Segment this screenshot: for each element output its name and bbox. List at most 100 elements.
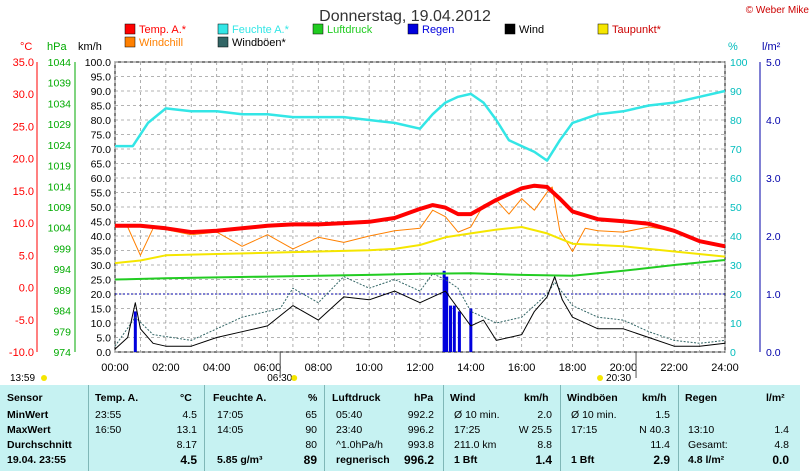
- stats-cell-feuchte-t: 14:05: [217, 424, 244, 436]
- tick-label-rain: 5.0: [766, 57, 781, 69]
- rain-bar: [445, 276, 449, 352]
- tick-label-wind: 45.0: [91, 217, 112, 229]
- tick-label-wind: 20.0: [91, 289, 112, 301]
- tick-label-pressure: 1024: [48, 140, 72, 152]
- legend-item: Regen: [422, 24, 454, 36]
- weather-chart: Donnerstag, 19.04.2012 © Weber Mike Temp. …: [9, 5, 810, 384]
- tick-label-wind: 40.0: [91, 231, 112, 243]
- tick-label-wind: 0.0: [96, 347, 111, 359]
- time-marker-left: 13:59: [10, 373, 35, 384]
- axis-unit-humidity: %: [728, 41, 738, 53]
- sunset-label: 20:30: [606, 373, 631, 384]
- tick-label-time: 04:00: [203, 362, 231, 374]
- tick-label-wind: 35.0: [91, 246, 112, 258]
- series-feuchte-a: [115, 89, 726, 162]
- tick-label-time: 00:00: [101, 362, 129, 374]
- stats-cell-boeen-t: 1 Bft: [571, 454, 595, 466]
- stats-header-druck-unit: hPa: [414, 392, 434, 404]
- chart-title: Donnerstag, 19.04.2012: [319, 8, 491, 25]
- stats-table: Sensor Temp. A. °C Feuchte A. % Luftdruc…: [0, 385, 800, 471]
- axis-unit-pressure: hPa: [47, 41, 67, 53]
- stats-header-regen: Regen: [685, 392, 718, 404]
- stats-cell-temp-t: 23:55: [95, 409, 122, 421]
- tick-label-time: 22:00: [660, 362, 688, 374]
- tick-label-humidity: 100: [730, 57, 748, 69]
- tick-label-wind: 60.0: [91, 173, 112, 185]
- legend-item: Windchill: [139, 37, 183, 49]
- stats-cell-temp-t: 16:50: [95, 424, 122, 436]
- tick-label-pressure: 1034: [48, 98, 72, 110]
- stats-cell-wind-v: 2.0: [537, 409, 552, 421]
- stats-header-temp: Temp. A.: [95, 392, 139, 404]
- stats-divider: [560, 385, 561, 471]
- sun-icon: [597, 375, 604, 381]
- tick-label-time: 08:00: [305, 362, 333, 374]
- stats-row: Durchschnitt 8.17 80 ^1.0hPa/h 993.8 211.0 km…: [0, 438, 800, 452]
- rain-bar: [469, 308, 473, 352]
- stats-row-label: MaxWert: [7, 424, 51, 436]
- legend-swatch: [124, 36, 136, 48]
- series-temp-a: [115, 183, 726, 249]
- stats-row: MinWert 23:55 4.5 17:05 65 05:40 992.2 Ø 10 min…: [0, 408, 800, 422]
- stats-header-regen-unit: l/m²: [766, 392, 785, 404]
- tick-label-temp: 20.0: [13, 154, 34, 166]
- tick-label-temp: 10.0: [13, 218, 34, 230]
- stats-row: 19.04. 23:55 4.5 5.85 g/m³ 89 regnerisch 996.…: [0, 453, 800, 467]
- tick-label-wind: 85.0: [91, 101, 112, 113]
- stats-header-boeen-unit: km/h: [642, 392, 667, 404]
- stats-cell-druck-t: 23:40: [336, 424, 363, 436]
- tick-label-pressure: 999: [53, 243, 71, 255]
- legend-swatch: [407, 23, 419, 35]
- stats-cell-wind-v: 8.8: [537, 439, 552, 451]
- legend-item: Taupunkt*: [612, 24, 662, 36]
- tick-label-temp: 5.0: [19, 250, 34, 262]
- tick-label-humidity: 30: [730, 260, 742, 272]
- tick-label-humidity: 50: [730, 202, 742, 214]
- tick-label-rain: 2.0: [766, 231, 781, 243]
- tick-label-time: 18:00: [559, 362, 587, 374]
- stats-header-wind-unit: km/h: [524, 392, 549, 404]
- tick-label-temp: 25.0: [13, 121, 34, 133]
- tick-label-time: 14:00: [457, 362, 485, 374]
- stats-cell-temp-v: 13.1: [176, 424, 197, 436]
- tick-label-pressure: 979: [53, 326, 71, 338]
- tick-label-pressure: 984: [53, 306, 71, 318]
- stats-cell-druck-v: 996.2: [407, 424, 434, 436]
- tick-label-pressure: 1019: [48, 161, 72, 173]
- stats-cell-druck-t: regnerisch: [336, 454, 390, 466]
- stats-divider: [324, 385, 325, 471]
- legend-swatch: [217, 36, 229, 48]
- tick-label-wind: 75.0: [91, 130, 112, 142]
- tick-label-humidity: 70: [730, 144, 742, 156]
- tick-label-time: 06:00: [254, 362, 282, 374]
- stats-row-label: MinWert: [7, 409, 49, 421]
- tick-label-time: 12:00: [406, 362, 434, 374]
- stats-cell-wind-t: Ø 10 min.: [454, 409, 500, 421]
- rain-bar: [449, 305, 452, 352]
- legend-item: Luftdruck: [327, 24, 373, 36]
- stats-cell-wind-t: 1 Bft: [454, 454, 478, 466]
- stats-cell-wind-t: 17:25: [454, 424, 481, 436]
- stats-cell-boeen-t: 17:15: [571, 424, 598, 436]
- legend-item: Windböen*: [232, 37, 287, 49]
- tick-label-wind: 10.0: [91, 318, 112, 330]
- stats-cell-feuchte-v: 90: [305, 424, 317, 436]
- tick-label-time: 24:00: [711, 362, 739, 374]
- copyright-label: © Weber Mike: [746, 5, 810, 16]
- tick-label-wind: 15.0: [91, 304, 112, 316]
- stats-divider: [443, 385, 444, 471]
- legend-swatch: [312, 23, 324, 35]
- tick-label-wind: 100.0: [85, 57, 111, 69]
- tick-label-humidity: 40: [730, 231, 742, 243]
- tick-label-rain: 0.0: [766, 347, 781, 359]
- tick-label-pressure: 974: [53, 347, 71, 359]
- tick-label-humidity: 90: [730, 86, 742, 98]
- tick-label-pressure: 1039: [48, 78, 72, 90]
- stats-cell-wind-v: W 25.5: [518, 424, 552, 436]
- legend-swatch: [124, 23, 136, 35]
- stats-row: MaxWert 16:50 13.1 14:05 90 23:40 996.2 17:25 W …: [0, 423, 800, 437]
- tick-label-rain: 1.0: [766, 289, 781, 301]
- tick-label-time: 20:00: [610, 362, 638, 374]
- stats-cell-druck-t: 05:40: [336, 409, 363, 421]
- stats-cell-boeen-v: N 40.3: [639, 424, 670, 436]
